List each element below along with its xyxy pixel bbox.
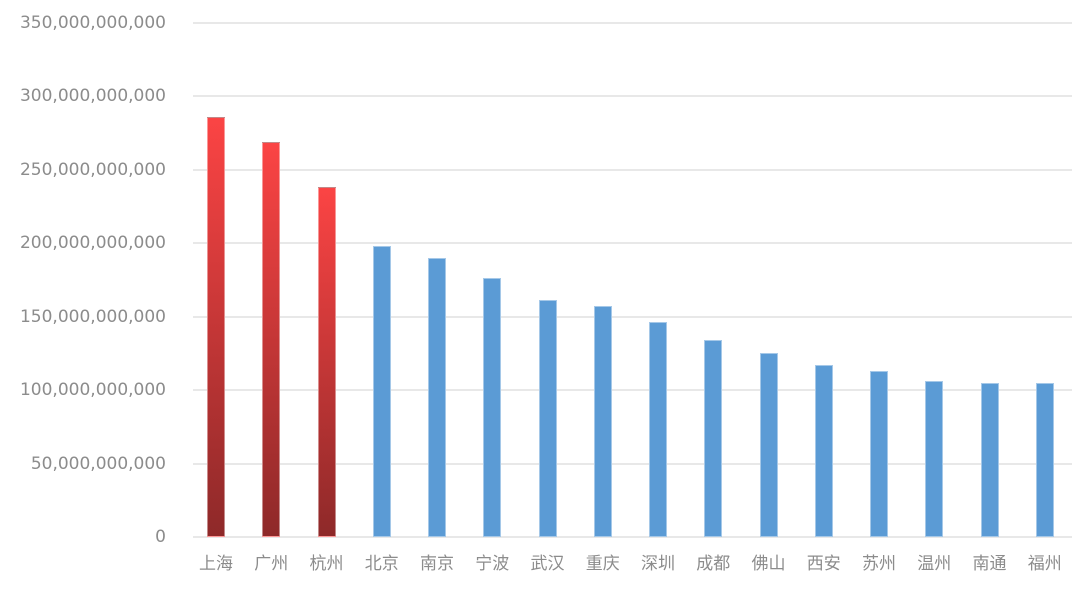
gridline <box>193 95 1072 97</box>
x-axis-category-label: 北京 <box>364 554 399 574</box>
x-axis-category-label: 南通 <box>972 554 1007 574</box>
bar-福州 <box>1035 382 1054 537</box>
x-axis-category-label: 西安 <box>806 554 841 574</box>
y-axis-tick-label: 50,000,000,000 <box>30 453 166 474</box>
bar-重庆 <box>593 306 612 537</box>
bar-西安 <box>814 365 833 537</box>
x-axis-category-label: 广州 <box>254 554 289 574</box>
y-axis-tick-label: 100,000,000,000 <box>19 380 166 400</box>
bar-南通 <box>980 382 999 537</box>
bar-上海 <box>207 116 225 537</box>
gridline <box>193 242 1072 244</box>
gridline <box>193 462 1072 465</box>
bar-北京 <box>372 245 391 537</box>
x-axis-category-label: 苏州 <box>862 554 896 574</box>
x-axis-category-label: 成都 <box>696 554 731 574</box>
bar-武汉 <box>538 300 557 537</box>
x-axis-category-label: 杭州 <box>309 554 344 574</box>
bar-宁波 <box>483 278 502 537</box>
y-axis-tick-label: 300,000,000,000 <box>19 86 166 106</box>
y-axis-tick-label: 0 <box>155 527 166 547</box>
x-axis-category-label: 宁波 <box>475 554 510 574</box>
y-axis-tick-label: 250,000,000,000 <box>19 159 166 180</box>
y-axis-tick-label: 200,000,000,000 <box>19 233 166 253</box>
gridline <box>193 168 1072 171</box>
gridline <box>193 315 1072 318</box>
bar-深圳 <box>649 322 667 537</box>
x-axis-category-label: 温州 <box>917 554 952 574</box>
bar-杭州 <box>317 187 336 537</box>
x-axis-category-label: 佛山 <box>751 554 786 574</box>
bar-广州 <box>262 141 281 537</box>
x-axis-category-label: 南京 <box>420 554 454 574</box>
bar-南京 <box>428 257 446 537</box>
x-axis-category-label: 武汉 <box>530 554 565 574</box>
y-axis-tick-label: 350,000,000,000 <box>19 12 166 33</box>
gridline <box>193 536 1072 538</box>
gridline <box>193 389 1072 391</box>
x-axis-category-label: 福州 <box>1027 554 1062 574</box>
bar-苏州 <box>870 370 888 537</box>
x-axis-category-label: 重庆 <box>585 554 620 574</box>
y-axis-tick-label: 150,000,000,000 <box>19 306 166 327</box>
bar-成都 <box>704 340 723 537</box>
x-axis-category-label: 深圳 <box>641 554 675 574</box>
gridline <box>193 21 1072 24</box>
bar-佛山 <box>759 353 778 537</box>
x-axis-category-label: 上海 <box>199 554 233 574</box>
bar-温州 <box>925 381 944 537</box>
